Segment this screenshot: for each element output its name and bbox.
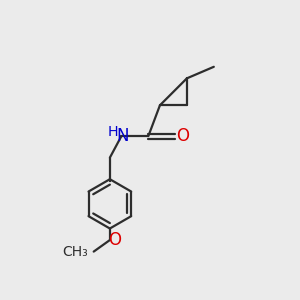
- Text: O: O: [176, 127, 189, 145]
- Text: CH₃: CH₃: [62, 244, 88, 259]
- Text: N: N: [116, 127, 128, 145]
- Text: H: H: [108, 125, 118, 139]
- Text: O: O: [108, 231, 121, 249]
